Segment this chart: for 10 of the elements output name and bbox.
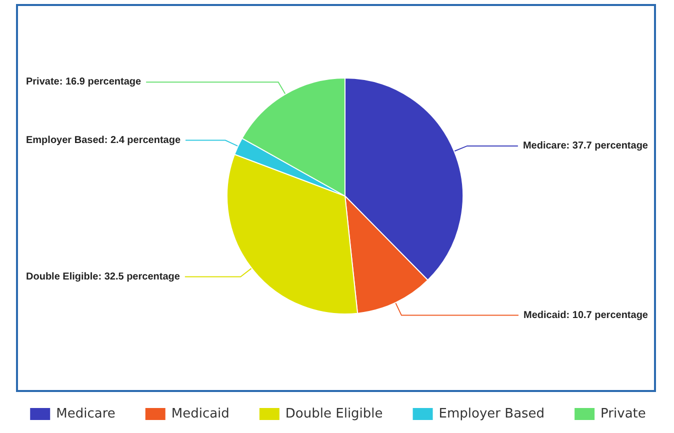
legend-label: Medicaid bbox=[171, 406, 230, 422]
data-label: Medicaid: 10.7 percentage bbox=[524, 310, 648, 321]
legend-label: Double Eligible bbox=[285, 406, 383, 422]
legend-label: Employer Based bbox=[438, 406, 545, 422]
data-label: Employer Based: 2.4 percentage bbox=[26, 134, 181, 146]
data-label: Private: 16.9 percentage bbox=[26, 76, 142, 88]
legend-label: Medicare bbox=[56, 406, 116, 422]
data-label: Medicare: 37.7 percentage bbox=[522, 140, 648, 152]
data-label: Double Eligible: 32.5 percentage bbox=[26, 271, 180, 282]
legend-label: Private bbox=[600, 406, 646, 422]
